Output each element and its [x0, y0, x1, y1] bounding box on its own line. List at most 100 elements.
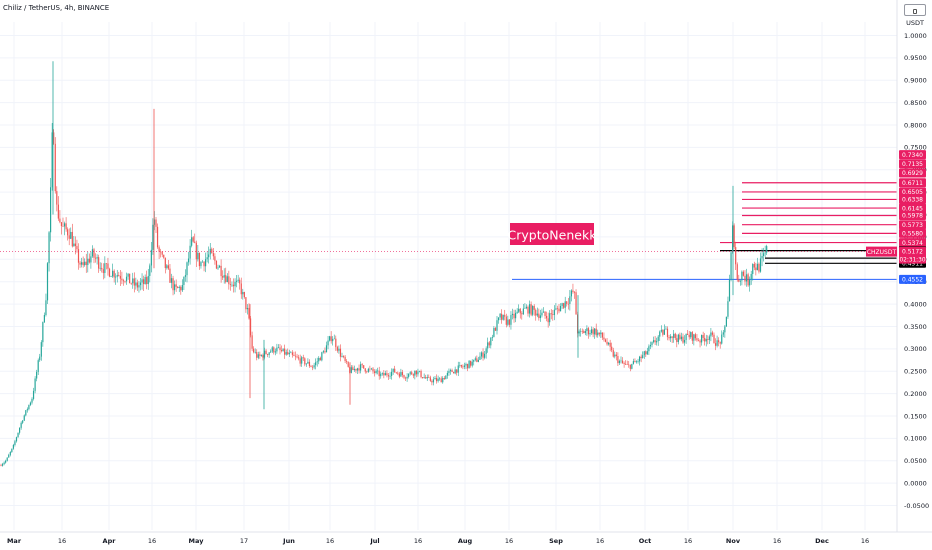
y-tick-label: 0.0000	[904, 479, 927, 487]
candle-body	[573, 292, 576, 293]
candle-body	[291, 352, 293, 355]
candle-body	[217, 267, 219, 269]
candle-body	[516, 311, 518, 313]
candle-body	[513, 313, 515, 319]
candle-body	[527, 306, 529, 314]
candle-body	[101, 267, 103, 270]
candle-body	[494, 328, 497, 331]
candle-body	[288, 352, 290, 355]
candle-body	[108, 268, 111, 277]
candle-body	[463, 365, 466, 367]
x-tick-label: Jul	[369, 537, 379, 545]
candle-body	[347, 361, 349, 367]
candle-body	[583, 331, 585, 334]
candle-body	[172, 278, 174, 291]
candle-body	[435, 377, 438, 382]
ticker-tag	[866, 246, 897, 257]
candle-body	[67, 229, 69, 236]
candle-body	[662, 329, 664, 335]
candle-body	[471, 361, 473, 366]
candle-body	[163, 254, 165, 258]
candle-body	[218, 265, 221, 268]
candle-body	[673, 333, 675, 338]
level-price-text: 0.7340	[902, 152, 923, 159]
y-tick-label: 1.0000	[904, 32, 927, 40]
candle-body	[477, 359, 479, 362]
candle-body	[183, 276, 185, 286]
candle-body	[383, 373, 385, 376]
candle-body	[628, 364, 630, 366]
time-axis[interactable]: Mar 16 Apr 16 May 17 Jun 16 Jul 16 Aug 16 Sep 16 Oct 16…	[0, 531, 932, 545]
candle-body	[761, 255, 763, 259]
candle-body	[408, 373, 410, 377]
candle-body	[363, 365, 365, 369]
candle-body	[242, 292, 244, 295]
currency-button[interactable]: USDT	[904, 4, 926, 27]
candle-body	[457, 365, 459, 373]
candle-body	[270, 351, 272, 353]
level-price-tag	[899, 274, 926, 284]
candle-body	[758, 263, 760, 272]
level-price-tag	[899, 159, 926, 169]
current-price-tag	[899, 246, 926, 264]
candle-body	[553, 309, 555, 316]
candle-body	[705, 339, 707, 342]
candle-body	[211, 248, 213, 254]
candle-body	[497, 317, 500, 321]
candle-body	[56, 191, 58, 205]
level-price-tag	[899, 168, 926, 178]
candle-body	[335, 338, 337, 348]
candle-body	[339, 348, 342, 357]
candle-body	[533, 305, 535, 310]
x-tick-label: Jun	[282, 537, 295, 545]
candle-body	[112, 270, 114, 277]
candle-body	[749, 279, 751, 286]
candle-body	[14, 441, 16, 445]
candle-body	[17, 432, 19, 438]
candle-body	[418, 370, 421, 372]
candle-body	[578, 331, 580, 334]
candle-body	[711, 332, 714, 335]
y-tick-label: -0.0500	[904, 502, 929, 510]
candle-body	[62, 226, 64, 227]
candle-body	[177, 286, 179, 288]
candle-body	[23, 415, 25, 421]
candle-body	[124, 281, 126, 282]
candle-body	[736, 264, 738, 280]
price-axis[interactable]: 1.00000.95000.90000.85000.80000.75000.70…	[904, 32, 929, 510]
candle-body	[587, 328, 590, 335]
candle-body	[406, 376, 408, 379]
candle-body	[544, 311, 546, 316]
candle-body	[691, 332, 693, 341]
candle-body	[656, 341, 658, 343]
candle-body	[466, 363, 469, 369]
candle-body	[677, 334, 679, 343]
candle-body	[186, 262, 188, 276]
candle-body	[555, 308, 557, 310]
candle-body	[459, 364, 461, 366]
candle-body	[609, 342, 611, 347]
candle-body	[248, 307, 250, 319]
watermark-text: CryptoNenekk	[508, 228, 598, 243]
candle-body	[138, 285, 140, 288]
level-price-text: 0.5978	[902, 213, 923, 220]
candle-body	[77, 249, 80, 263]
candle-body	[119, 275, 121, 279]
candle-body	[167, 265, 169, 269]
candle-body	[194, 241, 196, 243]
candle-body	[229, 284, 231, 285]
candle-body	[728, 279, 731, 302]
candle-body	[488, 342, 490, 346]
candle-body	[180, 286, 182, 291]
candle-body	[104, 263, 106, 273]
candle-body	[152, 224, 154, 250]
candle-body	[321, 352, 323, 361]
candle-body	[640, 356, 642, 358]
y-tick-label: 0.8500	[904, 99, 927, 107]
candle-body	[643, 351, 645, 356]
symbol-header[interactable]: Chiliz / TetherUS, 4h, BINANCE	[3, 4, 110, 12]
candle-body	[155, 219, 157, 227]
candle-body	[719, 342, 721, 344]
candle-body	[353, 368, 355, 371]
